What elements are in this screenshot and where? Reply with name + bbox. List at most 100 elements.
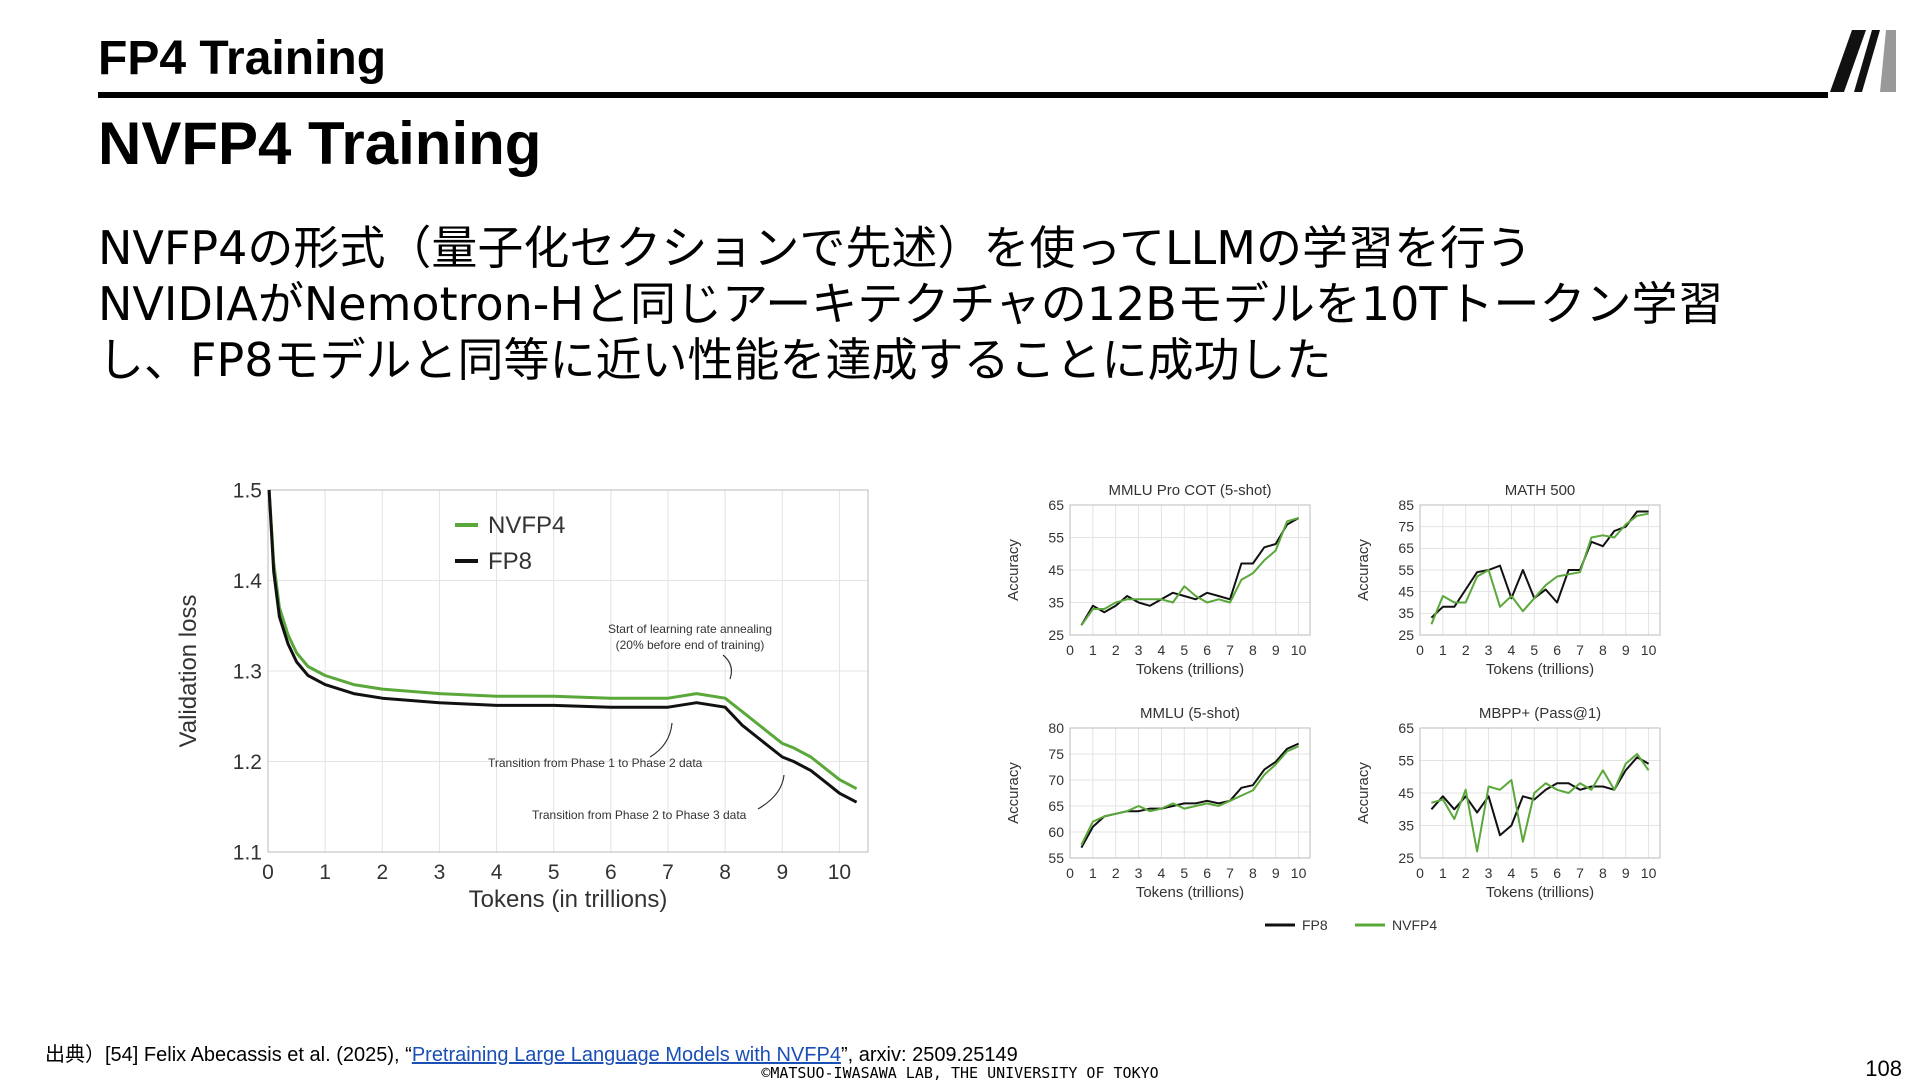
y-tick-label: 65 xyxy=(1398,540,1414,556)
x-tick-label: 10 xyxy=(828,861,851,884)
x-tick-label: 1 xyxy=(1089,865,1097,881)
header-divider xyxy=(98,92,1828,98)
x-tick-label: 6 xyxy=(605,861,617,884)
header-title: FP4 Training xyxy=(98,30,386,88)
x-tick-label: 6 xyxy=(1553,865,1561,881)
x-tick-label: 1 xyxy=(1439,865,1447,881)
citation-suffix: ”, arxiv: 2509.25149 xyxy=(841,1044,1018,1066)
x-tick-label: 4 xyxy=(491,861,503,884)
x-axis-label: Tokens (in trillions) xyxy=(469,886,668,913)
x-tick-label: 5 xyxy=(548,861,560,884)
x-tick-label: 2 xyxy=(1112,865,1120,881)
x-axis-label: Tokens (trillions) xyxy=(1486,884,1594,901)
y-tick-label: 45 xyxy=(1398,785,1414,801)
x-tick-label: 3 xyxy=(434,861,446,884)
x-tick-label: 8 xyxy=(1599,642,1607,658)
body-text: NVFP4の形式（量子化セクションで先述）を使ってLLMの学習を行う NVIDI… xyxy=(98,220,1858,388)
x-tick-label: 6 xyxy=(1553,642,1561,658)
body-line: し、FP8モデルと同等に近い性能を達成することに成功した xyxy=(98,332,1858,388)
y-tick-label: 60 xyxy=(1048,824,1064,840)
y-tick-label: 1.4 xyxy=(233,570,263,593)
copyright: ©MATSUO-IWASAWA LAB, THE UNIVERSITY OF T… xyxy=(0,1064,1920,1082)
x-tick-label: 10 xyxy=(1291,642,1307,658)
y-tick-label: 45 xyxy=(1398,584,1414,600)
series-line-nvfp4 xyxy=(1431,754,1648,852)
x-tick-label: 10 xyxy=(1641,865,1657,881)
x-tick-label: 2 xyxy=(1112,642,1120,658)
paper-link[interactable]: Pretraining Large Language Models with N… xyxy=(412,1044,841,1066)
x-tick-label: 0 xyxy=(262,861,274,884)
x-tick-label: 8 xyxy=(1249,865,1257,881)
x-axis-label: Tokens (trillions) xyxy=(1136,661,1244,678)
x-tick-label: 8 xyxy=(1599,865,1607,881)
body-line: NVFP4の形式（量子化セクションで先述）を使ってLLMの学習を行う xyxy=(98,220,1858,276)
y-tick-label: 55 xyxy=(1048,529,1064,545)
x-axis-label: Tokens (trillions) xyxy=(1486,661,1594,678)
y-tick-label: 85 xyxy=(1398,497,1414,513)
x-tick-label: 1 xyxy=(319,861,331,884)
x-tick-label: 6 xyxy=(1203,865,1211,881)
x-tick-label: 2 xyxy=(376,861,388,884)
y-tick-label: 25 xyxy=(1398,627,1414,643)
x-tick-label: 7 xyxy=(1226,642,1234,658)
citation-prefix: 出典）[54] Felix Abecassis et al. (2025), “ xyxy=(45,1044,412,1066)
x-tick-label: 8 xyxy=(719,861,731,884)
y-tick-label: 35 xyxy=(1398,605,1414,621)
plot-frame xyxy=(1070,728,1310,858)
y-axis-label: Validation loss xyxy=(175,595,202,748)
series-line-nvfp4 xyxy=(1081,518,1298,625)
x-tick-label: 1 xyxy=(1089,642,1097,658)
x-tick-label: 10 xyxy=(1641,642,1657,658)
logo-stroke-right xyxy=(1880,30,1896,92)
series-line-fp8 xyxy=(1081,518,1298,625)
y-tick-label: 65 xyxy=(1048,798,1064,814)
lab-logo xyxy=(1826,28,1898,94)
y-tick-label: 55 xyxy=(1048,850,1064,866)
chart-title: MMLU Pro COT (5-shot) xyxy=(1108,482,1271,499)
x-tick-label: 7 xyxy=(1576,865,1584,881)
y-tick-label: 1.2 xyxy=(233,751,262,774)
y-tick-label: 65 xyxy=(1398,720,1414,736)
x-tick-label: 9 xyxy=(1622,642,1630,658)
y-axis-label: Accuracy xyxy=(1005,539,1022,601)
x-tick-label: 5 xyxy=(1180,865,1188,881)
x-tick-label: 10 xyxy=(1291,865,1307,881)
slide-subtitle: NVFP4 Training xyxy=(98,108,541,180)
x-tick-label: 5 xyxy=(1180,642,1188,658)
annotation-text: (20% before end of training) xyxy=(616,638,765,652)
x-tick-label: 4 xyxy=(1158,865,1166,881)
x-tick-label: 3 xyxy=(1135,865,1143,881)
body-line: NVIDIAがNemotron-Hと同じアーキテクチャの12Bモデルを10Tトー… xyxy=(98,276,1858,332)
y-tick-label: 25 xyxy=(1048,627,1064,643)
annotation-text: Transition from Phase 2 to Phase 3 data xyxy=(532,808,747,822)
x-tick-label: 7 xyxy=(662,861,674,884)
y-tick-label: 55 xyxy=(1398,562,1414,578)
annotation-text: Transition from Phase 1 to Phase 2 data xyxy=(488,756,703,770)
x-tick-label: 1 xyxy=(1439,642,1447,658)
y-tick-label: 70 xyxy=(1048,772,1064,788)
x-tick-label: 0 xyxy=(1416,865,1424,881)
chart-title: MATH 500 xyxy=(1505,482,1576,499)
x-tick-label: 4 xyxy=(1508,642,1516,658)
x-tick-label: 2 xyxy=(1462,642,1470,658)
y-axis-label: Accuracy xyxy=(1355,539,1372,601)
y-tick-label: 75 xyxy=(1398,519,1414,535)
y-tick-label: 65 xyxy=(1048,497,1064,513)
x-tick-label: 7 xyxy=(1576,642,1584,658)
x-tick-label: 0 xyxy=(1416,642,1424,658)
x-tick-label: 3 xyxy=(1135,642,1143,658)
x-axis-label: Tokens (trillions) xyxy=(1136,884,1244,901)
annotation-text: Start of learning rate annealing xyxy=(608,622,772,636)
x-tick-label: 0 xyxy=(1066,642,1074,658)
annotation-arrow xyxy=(650,723,672,757)
page-number: 108 xyxy=(1865,1057,1902,1081)
y-axis-label: Accuracy xyxy=(1355,762,1372,824)
